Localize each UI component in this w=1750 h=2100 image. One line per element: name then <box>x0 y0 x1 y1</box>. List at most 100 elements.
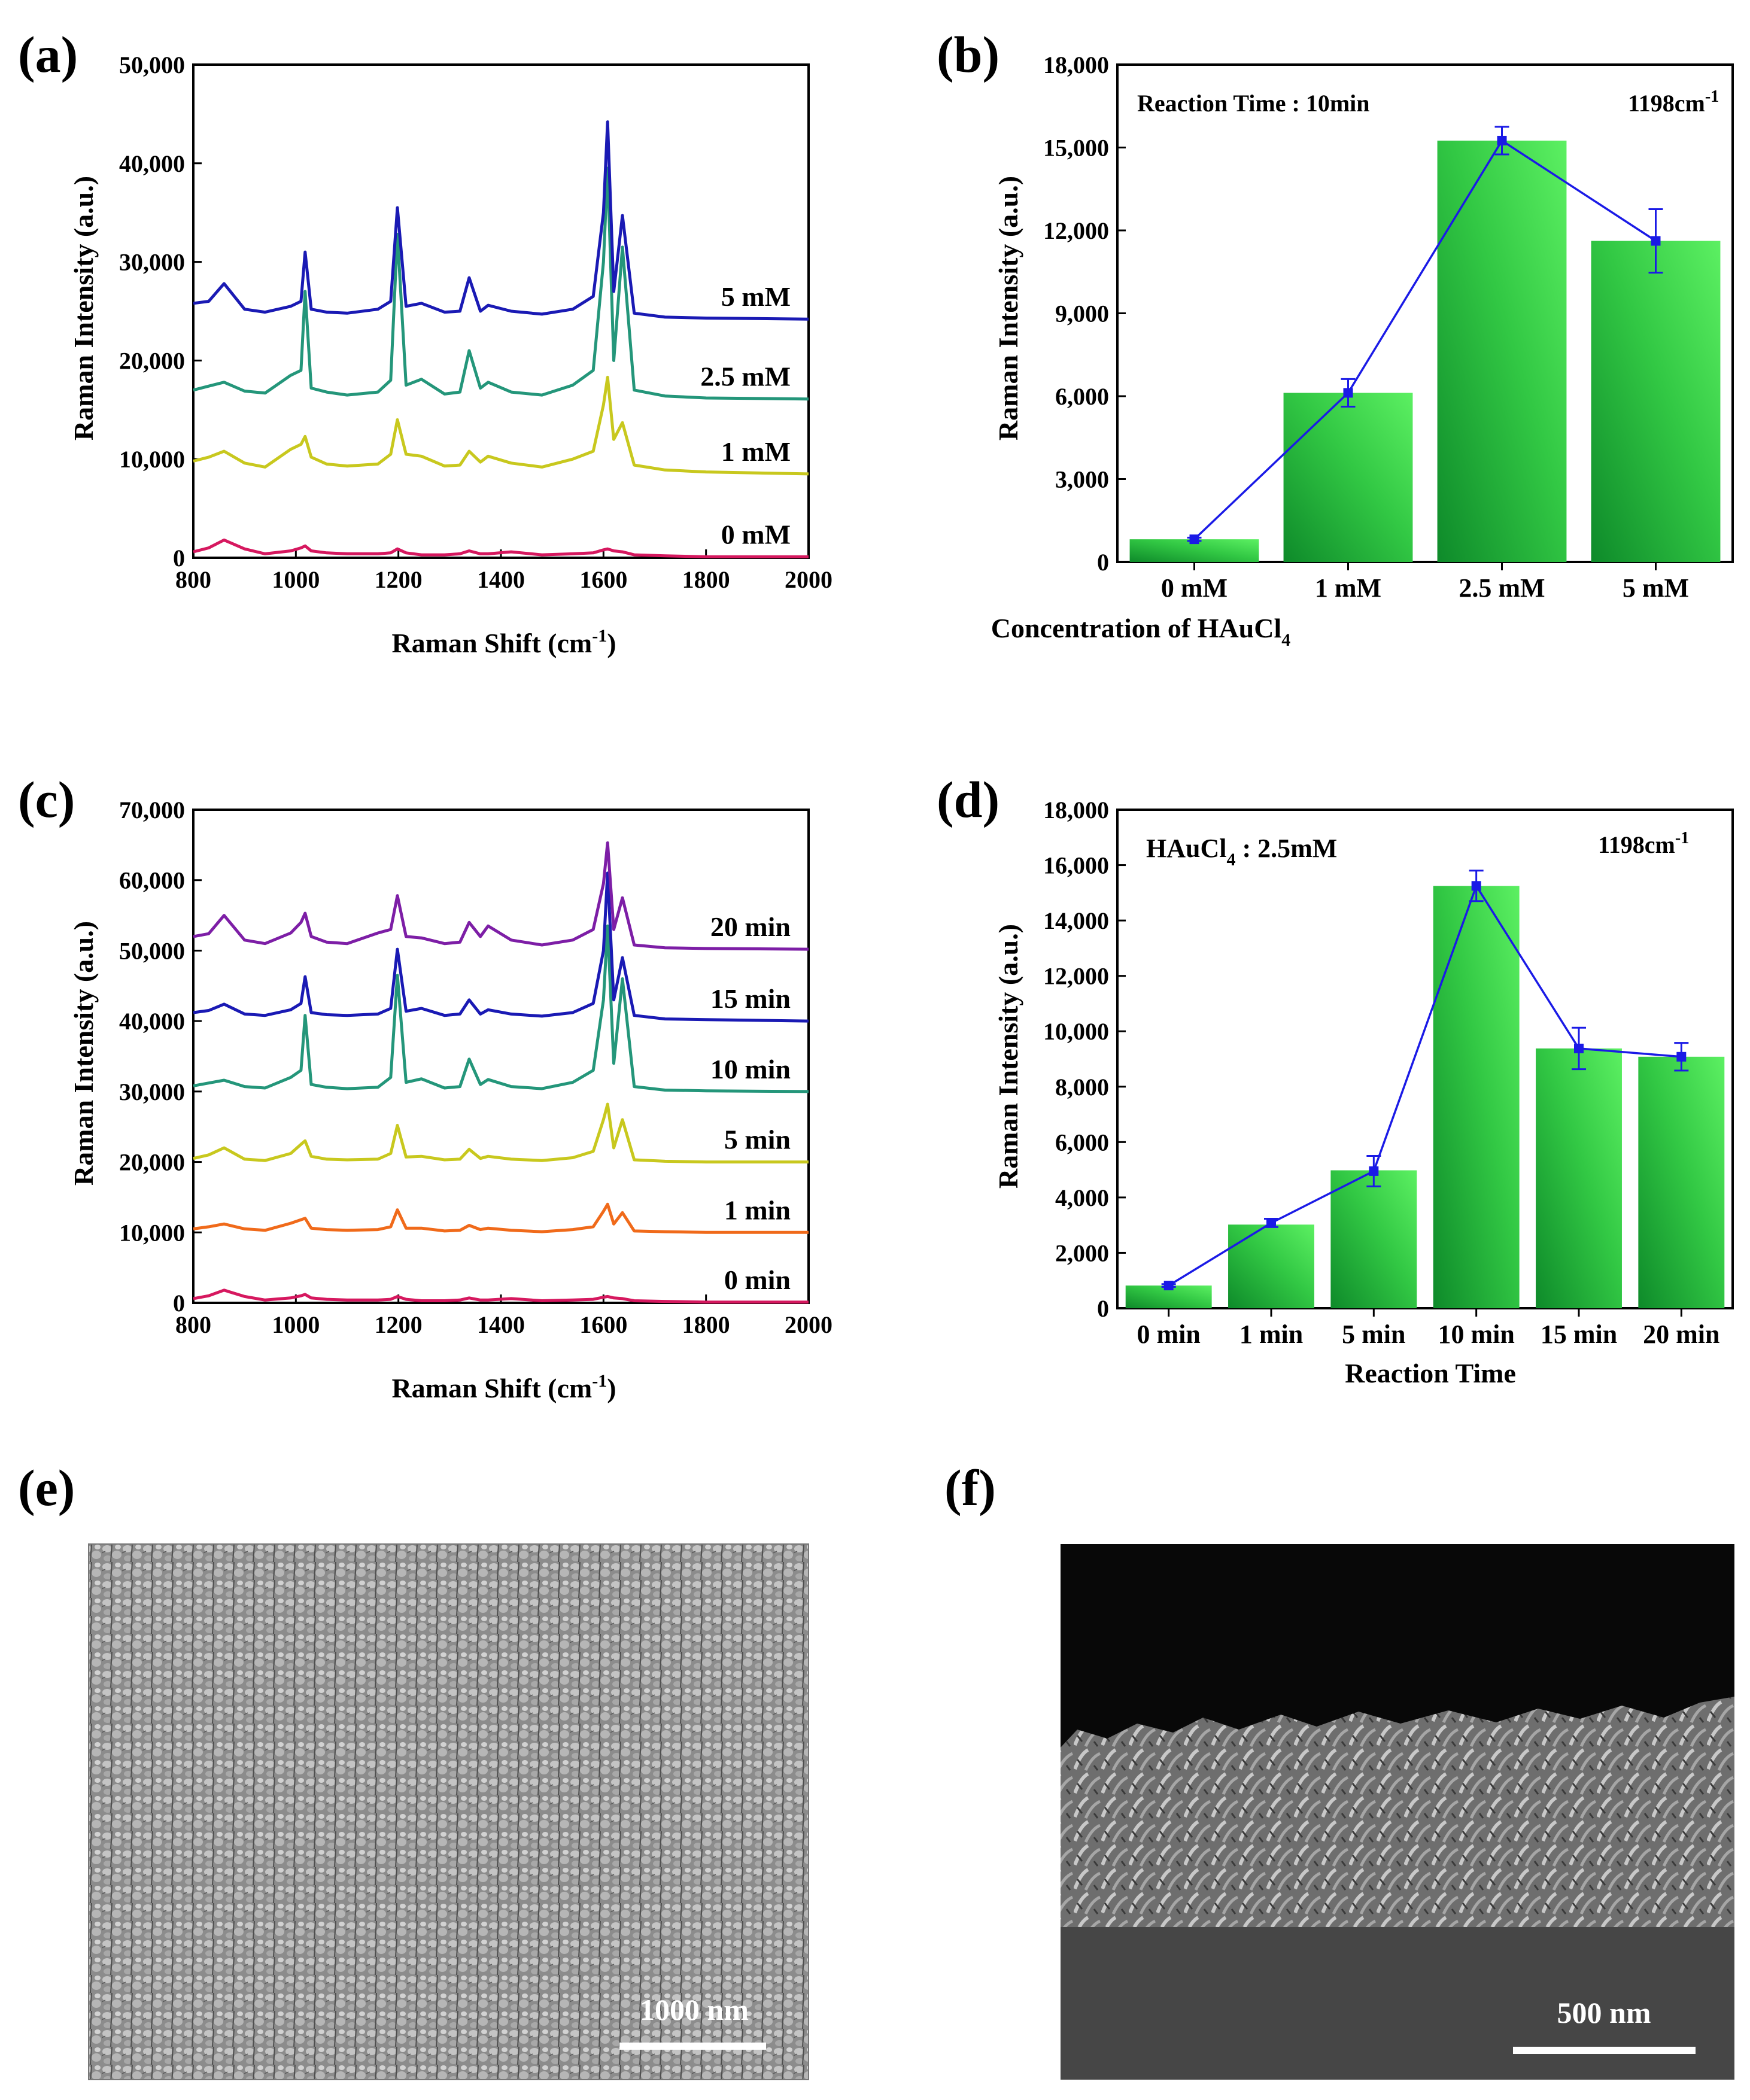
y-tick-label: 10,000 <box>119 1219 185 1246</box>
y-tick-label: 8,000 <box>1055 1074 1109 1101</box>
y-tick-label: 0 <box>173 1290 185 1317</box>
scale-label-f: 500 nm <box>1557 1996 1651 2029</box>
category-label: 15 min <box>1541 1320 1617 1349</box>
y-tick-label: 40,000 <box>119 150 185 177</box>
y-tick-label: 12,000 <box>1043 217 1109 244</box>
bar <box>1591 241 1721 562</box>
series-label: 5 mM <box>721 281 791 312</box>
panel-c-plot-area: 800 1000 1200 1400 1600 1800 2000 0 10,000 20,000… <box>119 797 833 1338</box>
series-label: 1 mM <box>721 436 791 467</box>
panel-b-annotation-left: Reaction Time : 10min <box>1137 90 1370 117</box>
data-point-marker <box>1651 236 1661 246</box>
panel-a-xlabel: Raman Shift (cm-1) <box>391 626 616 658</box>
series-label: 1 min <box>724 1195 791 1225</box>
sem-cross-section-film <box>1061 1697 1734 1927</box>
category-label: 1 min <box>1239 1320 1303 1349</box>
data-point-marker <box>1343 388 1353 398</box>
y-tick-label: 30,000 <box>119 1078 185 1105</box>
panel-c-spectra: (c) 800 1000 1200 1400 1600 1800 2000 0 10,000 20… <box>18 771 833 1403</box>
y-tick-label: 15,000 <box>1043 135 1109 162</box>
series-label: 0 mM <box>721 519 791 549</box>
y-tick-label: 30,000 <box>119 249 185 276</box>
y-tick-label: 9,000 <box>1055 300 1109 327</box>
bar <box>1330 1170 1417 1308</box>
panel-a-ylabel: Raman Intensity (a.u.) <box>68 176 99 440</box>
bar <box>1437 140 1567 563</box>
y-tick-label: 40,000 <box>119 1008 185 1035</box>
panel-d-ylabel: Raman Intensity (a.u.) <box>993 924 1023 1189</box>
spectrum-line-20-min <box>193 841 809 951</box>
category-label: 2.5 mM <box>1459 573 1545 603</box>
panel-c-ylabel: Raman Intensity (a.u.) <box>68 921 99 1186</box>
y-tick-label: 2,000 <box>1055 1239 1109 1266</box>
scale-label-e: 1000 nm <box>640 1993 749 2026</box>
sem-top-view-image <box>89 1544 809 2080</box>
data-point-marker <box>1497 135 1507 145</box>
series-label: 20 min <box>710 911 791 942</box>
y-tick-label: 16,000 <box>1043 852 1109 879</box>
data-point-marker <box>1189 534 1199 545</box>
y-tick-label: 0 <box>1097 1295 1109 1322</box>
y-tick-label: 50,000 <box>119 937 185 964</box>
spectrum-line-1-min <box>193 1202 809 1234</box>
y-tick-label: 70,000 <box>119 797 185 823</box>
data-point-marker <box>1369 1166 1379 1176</box>
panel-b-xlabel: Concentration of HAuCl4 <box>991 613 1291 650</box>
category-label: 20 min <box>1643 1320 1719 1349</box>
x-tick-label: 2000 <box>785 566 833 593</box>
y-tick-label: 50,000 <box>119 51 185 78</box>
y-tick-label: 0 <box>1097 549 1109 576</box>
x-tick-label: 1000 <box>272 1311 320 1338</box>
y-tick-label: 3,000 <box>1055 466 1109 493</box>
y-tick-label: 10,000 <box>119 446 185 473</box>
panel-b-bar-chart: (b) 0 3,000 6,000 9,000 12,000 15,000 18,000 0 … <box>937 26 1734 650</box>
x-tick-label: 800 <box>175 566 211 593</box>
plot-frame <box>192 63 810 559</box>
bar <box>1638 1056 1725 1308</box>
data-point-marker <box>1163 1281 1174 1291</box>
sem-substrate <box>1061 1927 1734 2080</box>
y-tick-label: 18,000 <box>1043 51 1109 78</box>
series-label: 2.5 mM <box>700 361 791 392</box>
spectrum-line-5-mM <box>193 120 809 321</box>
spectrum-line-2-5-mM <box>193 166 809 401</box>
series-label: 15 min <box>710 983 791 1014</box>
sem-top-view-frame <box>88 1543 809 2080</box>
bar <box>1433 886 1520 1308</box>
trend-line <box>1193 139 1657 540</box>
spectrum-line-15-min <box>193 871 809 1023</box>
x-tick-label: 1600 <box>579 1311 627 1338</box>
spectrum-line-1-mM <box>193 375 809 476</box>
x-tick-label: 1200 <box>375 1311 423 1338</box>
panel-label-a: (a) <box>18 26 78 83</box>
panel-d-xlabel: Reaction Time <box>1345 1358 1516 1388</box>
y-tick-label: 12,000 <box>1043 963 1109 990</box>
y-tick-label: 10,000 <box>1043 1018 1109 1045</box>
y-tick-label: 6,000 <box>1055 1129 1109 1156</box>
panel-d-annotation-left: HAuCl4 : 2.5mM <box>1146 834 1337 870</box>
panel-b-plot-area: 0 3,000 6,000 9,000 12,000 15,000 18,000 0 mM 1 … <box>1043 51 1734 603</box>
panel-label-c: (c) <box>18 771 75 828</box>
y-tick-label: 20,000 <box>119 347 185 374</box>
spectrum-line-5-min <box>193 1102 809 1164</box>
data-point-marker <box>1676 1051 1687 1062</box>
bar <box>1228 1224 1314 1308</box>
x-tick-label: 2000 <box>785 1311 833 1338</box>
trend-line <box>1168 883 1682 1287</box>
panel-e-sem-image: (e) 1000 nm <box>18 1459 809 2080</box>
panel-b-annotation-right: 1198cm-1 <box>1628 87 1719 117</box>
x-tick-label: 1400 <box>477 1311 525 1338</box>
panel-d-plot-area: 0 2,000 4,000 6,000 8,000 10,000 12,000 14,000 1… <box>1043 797 1734 1349</box>
spectrum-line-0-min <box>193 1288 809 1304</box>
data-point-marker <box>1471 881 1481 891</box>
panel-label-b: (b) <box>937 26 999 83</box>
category-label: 5 min <box>1342 1320 1405 1349</box>
panel-a-plot-area: 800 1000 1200 1400 1600 1800 2000 0 10,000 20,000… <box>119 51 833 593</box>
data-point-marker <box>1266 1218 1276 1228</box>
series-label: 5 min <box>724 1125 791 1155</box>
panel-label-d: (d) <box>937 771 999 828</box>
y-tick-label: 4,000 <box>1055 1184 1109 1211</box>
x-tick-label: 1200 <box>375 566 423 593</box>
bar <box>1536 1048 1622 1308</box>
panel-d-annotation-right: 1198cm-1 <box>1598 829 1689 858</box>
